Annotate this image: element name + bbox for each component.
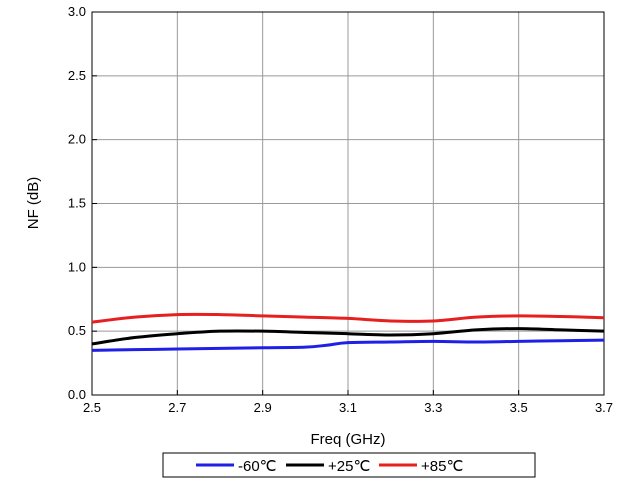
x-tick-label: 3.7: [595, 400, 613, 415]
series-lines: [91, 312, 605, 352]
y-tick-label: 0.0: [68, 387, 86, 402]
legend-label-minus60: -60℃: [238, 458, 277, 475]
legend-label-plus25: +25℃: [328, 458, 370, 475]
y-tick-label: 1.5: [68, 196, 86, 211]
x-tick-label: 3.1: [339, 400, 357, 415]
y-tick-label: 0.5: [68, 323, 86, 338]
series-line-plus25: [91, 327, 605, 346]
x-tick-label: 2.7: [168, 400, 186, 415]
axis-ticks: 2.5 2.7 2.9 3.1 3.3 3.5 3.7 0.0 0.5 1.0 1.5 2.0 2.5 3…: [68, 4, 613, 415]
series-line-plus85: [91, 312, 605, 324]
x-axis-title: Freq (GHz): [311, 431, 386, 448]
legend-label-plus85: +85℃: [421, 458, 463, 475]
series-line-minus60: [91, 338, 605, 352]
y-tick-label: 1.0: [68, 259, 86, 274]
y-tick-label: 2.0: [68, 132, 86, 147]
x-tick-label: 2.5: [83, 400, 101, 415]
x-tick-label: 3.5: [510, 400, 528, 415]
y-tick-label: 2.5: [68, 68, 86, 83]
gridlines: [92, 12, 604, 395]
x-tick-label: 3.3: [424, 400, 442, 415]
x-tick-label: 2.9: [254, 400, 272, 415]
legend: -60℃ +25℃ +85℃: [162, 452, 536, 478]
y-axis-title: NF (dB): [25, 177, 42, 230]
y-tick-label: 3.0: [68, 4, 86, 19]
